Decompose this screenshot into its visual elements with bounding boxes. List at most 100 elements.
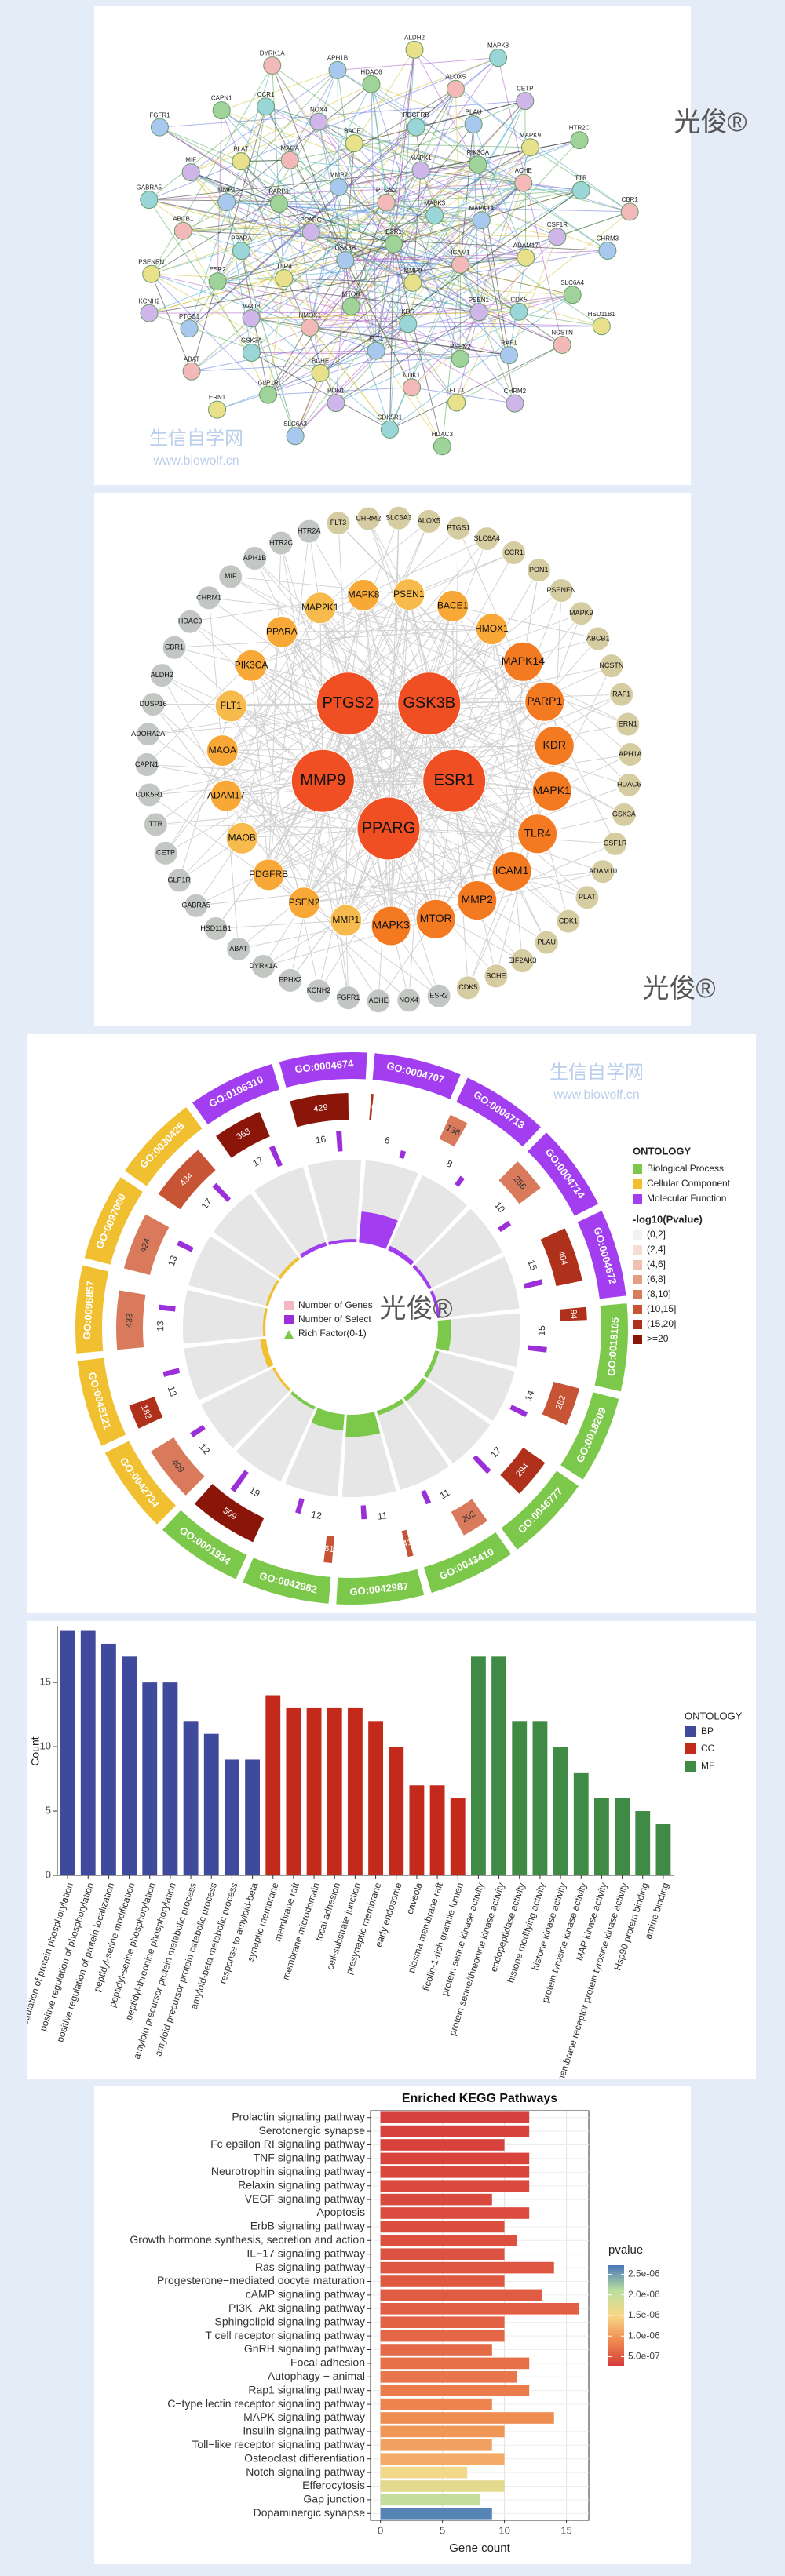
bar: [380, 2453, 505, 2465]
network-node: [403, 273, 422, 292]
x-tick-label: 0: [378, 2524, 383, 2536]
ppi-node-label: CAPN1: [135, 760, 159, 768]
term-band: [104, 1441, 176, 1525]
ppi-node: [436, 589, 469, 622]
network-edge: [289, 160, 321, 373]
bar: [380, 2180, 530, 2192]
network-edge: [460, 124, 474, 265]
network-node-label: SLC6A3: [283, 421, 307, 428]
ppi-node: [531, 771, 572, 811]
network-node-label: GSK3A: [241, 337, 262, 344]
select-bar: [230, 1470, 249, 1492]
network-node-label: PTGS1: [179, 313, 200, 320]
legend-swatch: [633, 1164, 642, 1174]
network-edge: [530, 147, 630, 213]
ppi-node: [252, 858, 285, 891]
ppi-edge: [319, 607, 455, 782]
legend-label: Rich Factor(0-1): [298, 1328, 367, 1339]
ppi-node-label: ABAT: [229, 945, 247, 953]
network-edge: [460, 189, 582, 265]
network-node: [259, 385, 278, 404]
ppi-node-label: MAPK3: [372, 919, 410, 931]
ppi-node: [184, 893, 209, 918]
ppi-edge: [231, 705, 538, 835]
gene-count-label: 404: [556, 1250, 569, 1266]
ppi-node-label: GSK3A: [612, 811, 636, 818]
term-band: [77, 1357, 126, 1446]
network-node: [548, 228, 567, 246]
network-edge: [351, 211, 630, 307]
ppi-edge: [254, 558, 513, 872]
ppi-node-label: MAP2K1: [301, 602, 339, 613]
legend-label: Number of Genes: [298, 1299, 373, 1310]
y-tick-label: T cell receptor signaling pathway: [205, 2329, 365, 2341]
rich-bar: [403, 1377, 427, 1401]
legend-swatch: [685, 1761, 696, 1772]
ppi-edge: [322, 780, 497, 977]
bar: [380, 2152, 530, 2165]
network-edge: [456, 344, 563, 403]
bar: [389, 1747, 404, 1875]
rich-bg: [424, 1350, 515, 1421]
network-node: [140, 304, 159, 322]
network-edge: [217, 215, 435, 282]
ppi-node: [491, 851, 532, 891]
rich-bg: [376, 1398, 449, 1490]
ppi-node: [177, 609, 203, 634]
select-label: 13: [166, 1254, 180, 1268]
legend-title: ONTOLOGY: [633, 1145, 691, 1157]
legend-swatch: [284, 1315, 294, 1324]
ppi-node-label: ALOX5: [418, 517, 440, 525]
bar: [306, 1707, 322, 1875]
network-node: [407, 118, 425, 137]
network-edge: [335, 312, 480, 404]
y-tick-label: Notch signaling pathway: [246, 2465, 365, 2478]
network-edge: [221, 110, 290, 161]
ppi-edge: [230, 705, 305, 903]
legend-label: (8,10]: [647, 1288, 671, 1299]
gene-count-bar: [129, 1397, 163, 1429]
ppi-node: [609, 682, 634, 707]
ppi-node: [149, 663, 174, 688]
ppi-node: [509, 949, 535, 974]
ppi-edge: [161, 675, 227, 796]
network-node: [232, 152, 250, 171]
rich-bg: [285, 1408, 345, 1497]
network-node-label: MTOR: [342, 291, 361, 298]
ppi-node-label: ABCB1: [586, 634, 610, 642]
ppi-edge: [491, 629, 539, 834]
network-edge: [272, 65, 279, 204]
x-tick-label: 15: [560, 2524, 571, 2536]
x-tick-label: 5: [440, 2524, 445, 2536]
network-node: [446, 79, 465, 98]
ppi-edge: [178, 703, 349, 881]
legend-swatch: [633, 1320, 642, 1329]
bar: [380, 2166, 530, 2178]
select-bar: [159, 1304, 176, 1312]
network-node-label: CCR1: [257, 91, 275, 98]
rich-bar: [424, 1350, 440, 1379]
network-node: [208, 400, 227, 419]
y-tick-label: Growth hormone synthesis, secretion and …: [130, 2233, 365, 2246]
network-edge: [188, 126, 417, 330]
network-node: [451, 255, 470, 274]
network-edge: [148, 199, 387, 203]
rich-bg: [412, 1208, 502, 1290]
ppi-node-label: FGFR1: [337, 993, 360, 1001]
ppi-node-label: ADAM17: [207, 789, 245, 800]
bar: [553, 1747, 568, 1875]
ppi-node: [616, 772, 641, 797]
network-node-label: MAPK8: [487, 42, 509, 49]
ppi-node: [534, 725, 575, 766]
network-edge: [217, 110, 222, 282]
network-edge: [389, 49, 415, 430]
ppi-edge: [190, 594, 364, 622]
network-edge: [226, 202, 296, 436]
network-edge: [353, 143, 461, 265]
network-edge: [217, 281, 479, 313]
network-node: [329, 177, 348, 196]
ppi-node-label: PSEN2: [289, 897, 320, 908]
ppi-node-label: MAPK9: [569, 609, 593, 617]
legend-swatch: [685, 1743, 696, 1754]
network-node-label: CSF1R: [547, 221, 568, 228]
